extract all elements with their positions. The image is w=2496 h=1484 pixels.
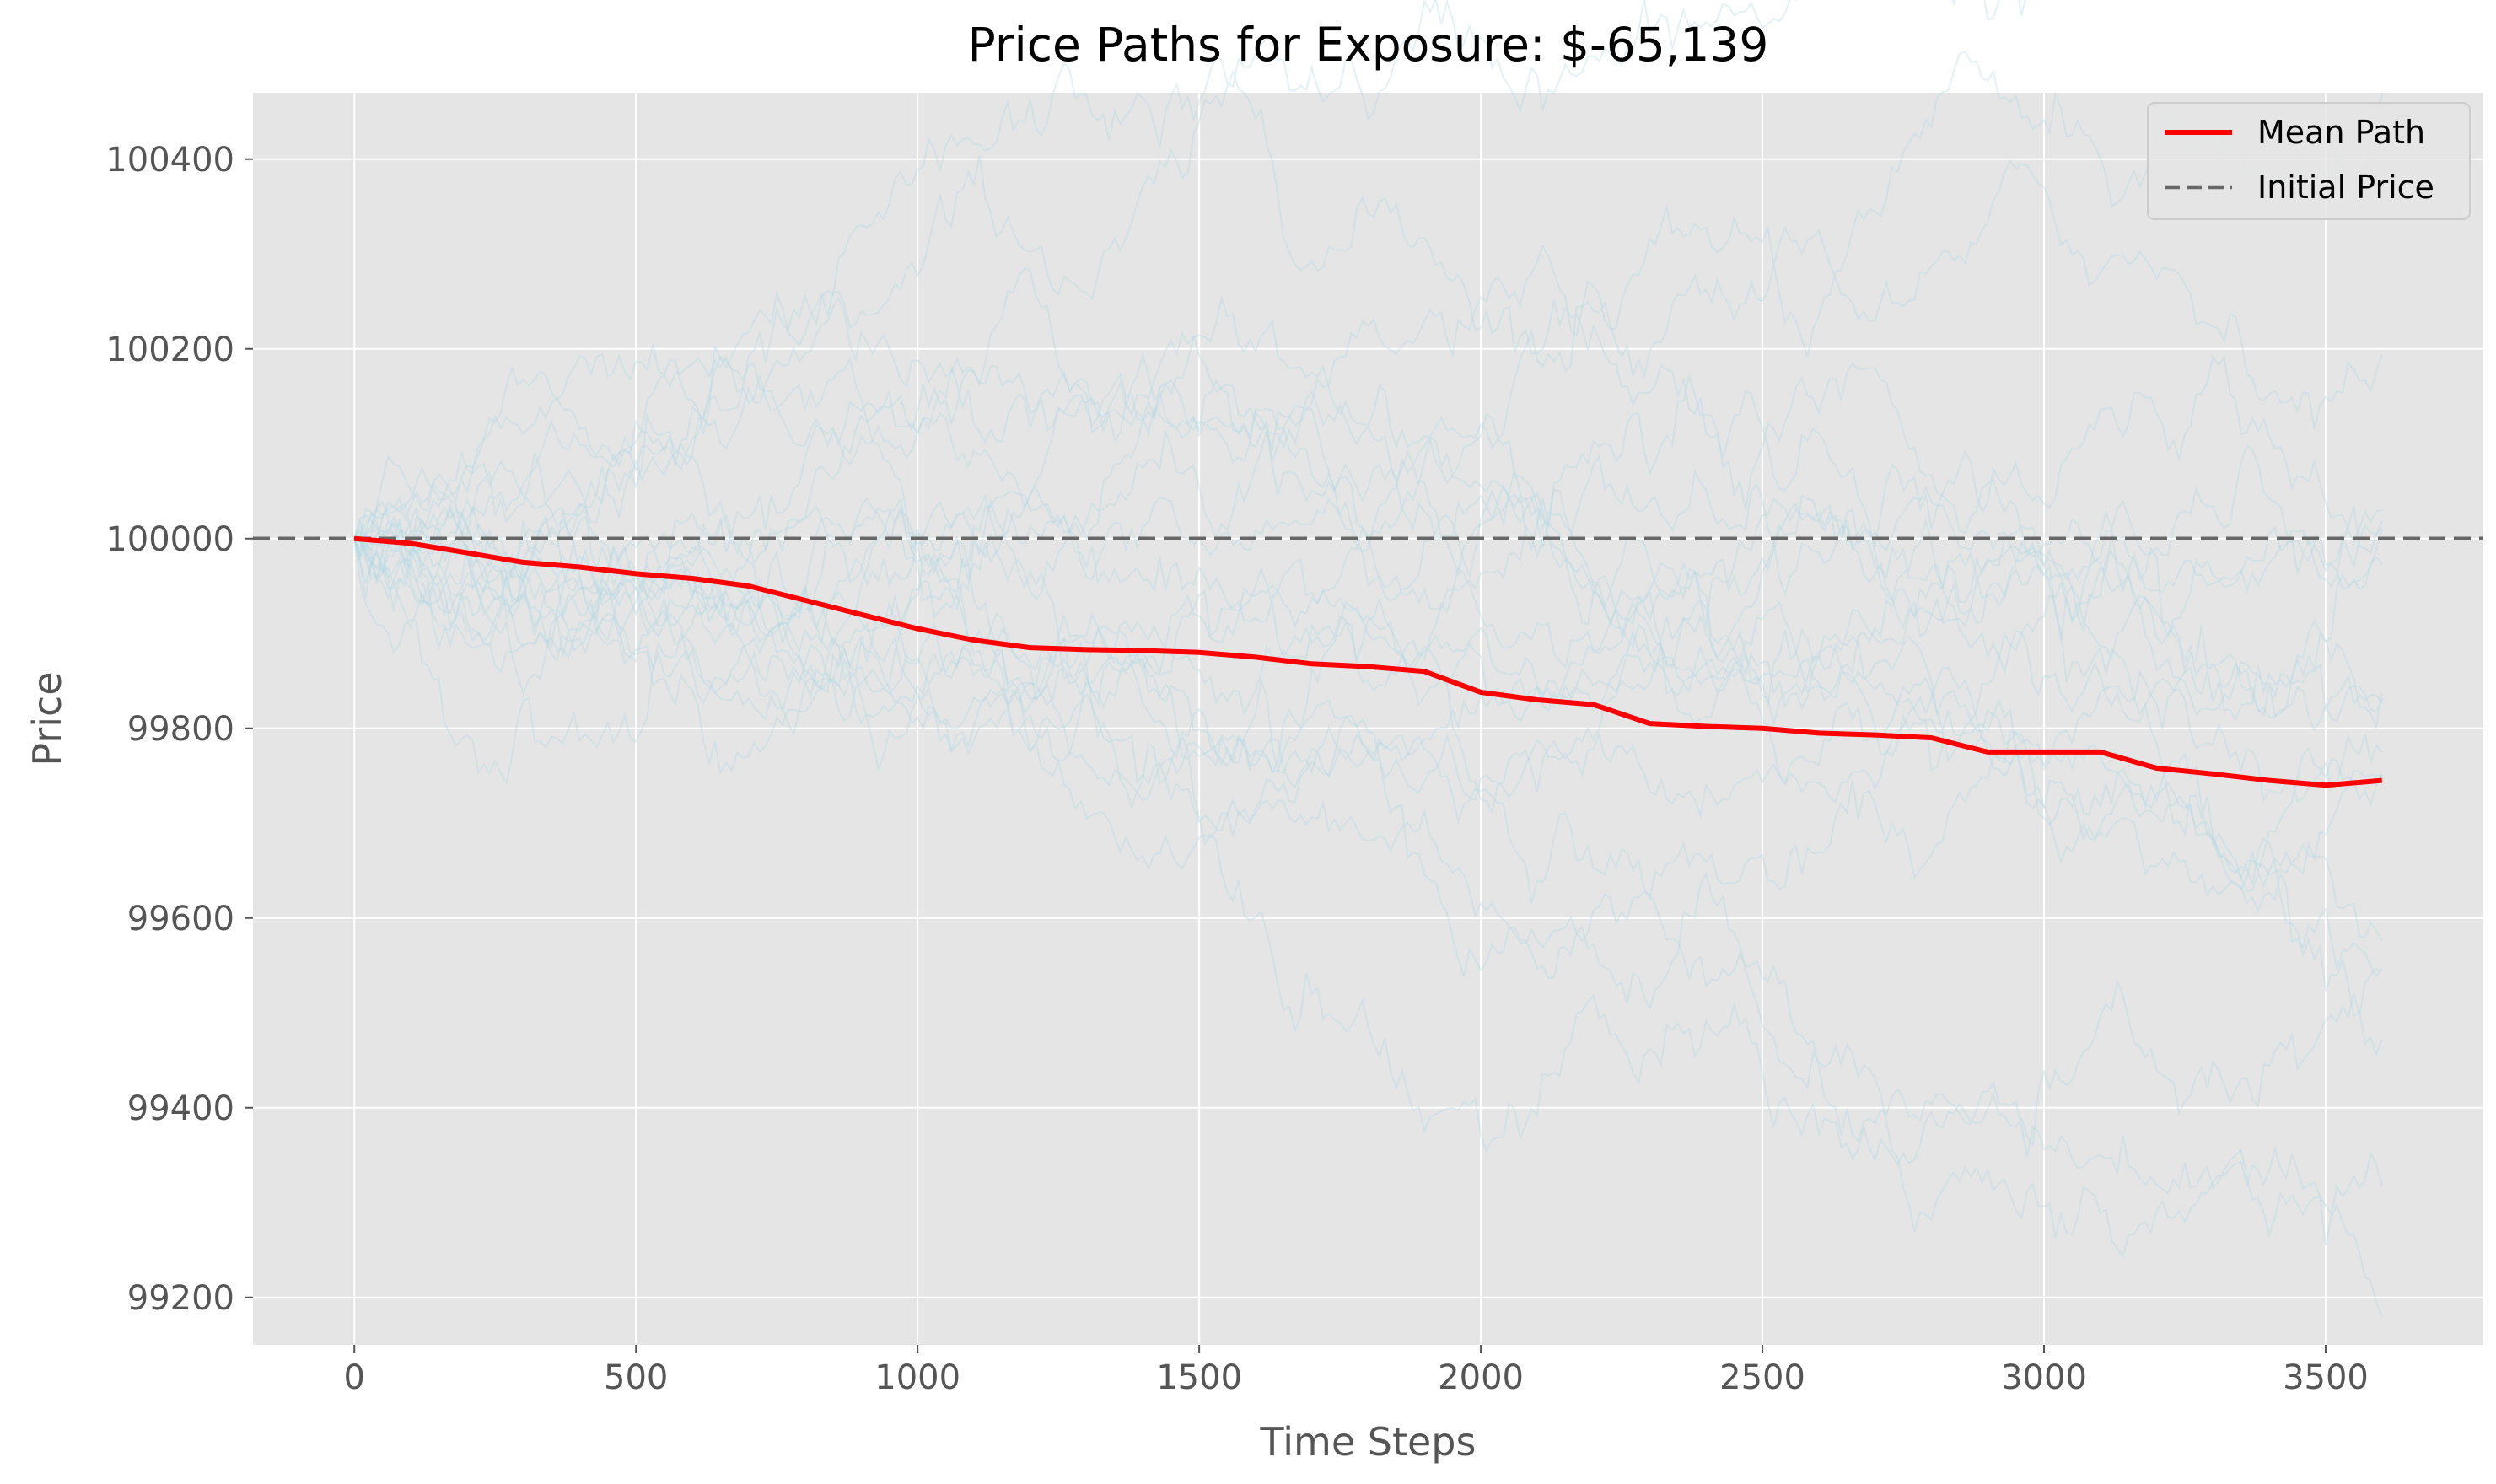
- simulated-path: [353, 364, 2383, 1057]
- simulated-path: [353, 69, 2383, 722]
- y-axis-ticks: 99200 99400 99600 99800 100000 100200 100400: [105, 141, 253, 1318]
- simulated-path: [353, 503, 2383, 1166]
- y-tick-label: 99600: [127, 900, 234, 938]
- plot-area: [253, 93, 2483, 1345]
- x-axis-ticks: 0 500 1000 1500 2000 2500 3000 3500: [344, 1345, 2369, 1397]
- chart-title: Price Paths for Exposure: $-65,139: [968, 18, 1769, 72]
- x-tick-label: 500: [604, 1358, 668, 1397]
- simulated-path: [353, 266, 2382, 603]
- simulated-path: [353, 159, 2383, 776]
- simulated-path: [353, 509, 2383, 804]
- simulated-path: [354, 443, 2383, 898]
- simulated-path: [353, 50, 2383, 621]
- simulated-path: [354, 451, 2383, 775]
- x-tick-label: 3000: [2001, 1358, 2087, 1397]
- simulated-path: [353, 537, 2383, 978]
- legend-initial-price-label: Initial Price: [2257, 169, 2434, 206]
- simulated-path: [353, 344, 2383, 701]
- x-axis-title: Time Steps: [1260, 1419, 1477, 1465]
- y-tick-label: 100200: [105, 331, 234, 369]
- simulated-path: [353, 528, 2383, 1317]
- x-tick-label: 0: [344, 1358, 365, 1397]
- simulated-path: [353, 497, 2383, 942]
- mean-path-line: [353, 535, 2383, 788]
- x-tick-label: 2000: [1438, 1358, 1524, 1397]
- y-tick-label: 99400: [127, 1089, 234, 1128]
- grid-lines: [253, 93, 2483, 1345]
- y-tick-label: 99200: [127, 1279, 234, 1318]
- y-tick-label: 99800: [127, 710, 234, 749]
- simulated-paths: [353, 0, 2383, 1317]
- legend-mean-path-label: Mean Path: [2257, 114, 2425, 151]
- simulated-path: [353, 483, 2383, 755]
- simulated-path: [353, 497, 2383, 717]
- simulated-path: [353, 0, 2026, 608]
- y-tick-label: 100400: [105, 141, 234, 180]
- x-tick-label: 1000: [874, 1358, 960, 1397]
- y-axis-title: Price: [24, 671, 70, 766]
- simulated-path: [353, 362, 2383, 786]
- legend: Mean Path Initial Price: [2147, 102, 2471, 220]
- x-tick-label: 3500: [2283, 1358, 2369, 1397]
- simulated-path: [353, 295, 2383, 706]
- simulated-path: [353, 529, 2383, 1259]
- x-tick-label: 1500: [1156, 1358, 1242, 1397]
- x-tick-label: 2500: [1719, 1358, 1805, 1397]
- y-tick-label: 100000: [105, 520, 234, 559]
